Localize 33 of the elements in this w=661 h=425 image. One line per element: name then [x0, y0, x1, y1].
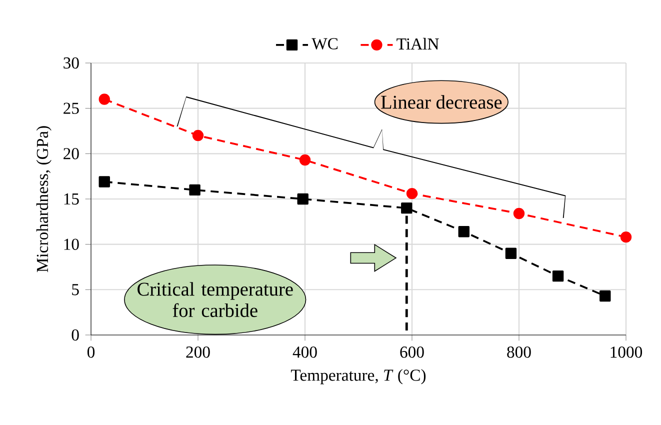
x-tick-label: 200 [186, 346, 210, 358]
y-tick-label: 15 [64, 193, 79, 205]
x-tick-label: 600 [400, 346, 424, 358]
x-tick-label: 1000 [610, 346, 642, 358]
point [505, 248, 517, 259]
point [600, 290, 611, 302]
annotation: Linear decrease [381, 95, 502, 109]
point [552, 270, 564, 282]
point [620, 231, 632, 243]
y-tick-label: 5 [72, 284, 79, 296]
point [192, 130, 204, 142]
y-axis-title: Microhardness, (GPa) [36, 126, 52, 272]
point [299, 154, 311, 166]
y-tick-label: 10 [64, 238, 79, 250]
point [297, 193, 308, 205]
point [513, 208, 525, 220]
x-tick-label: 0 [87, 346, 95, 358]
y-tick-label: 30 [64, 57, 79, 69]
x-tick-label: 800 [507, 346, 531, 358]
y-tick-label: 25 [64, 102, 79, 114]
point [98, 94, 110, 105]
point [401, 202, 412, 214]
y-tick-label: 0 [72, 329, 79, 341]
x-axis-title: Temperature, T (°C) [290, 369, 426, 384]
point [189, 184, 200, 196]
point [458, 226, 470, 238]
annotation: Critical temperature for carbide [138, 282, 293, 318]
legend-label: WC [312, 38, 338, 50]
point [98, 176, 110, 188]
x-tick-label: 400 [292, 346, 317, 358]
point [406, 188, 418, 200]
legend-label: TiAlN [396, 38, 439, 50]
y-tick-label: 20 [64, 148, 79, 160]
